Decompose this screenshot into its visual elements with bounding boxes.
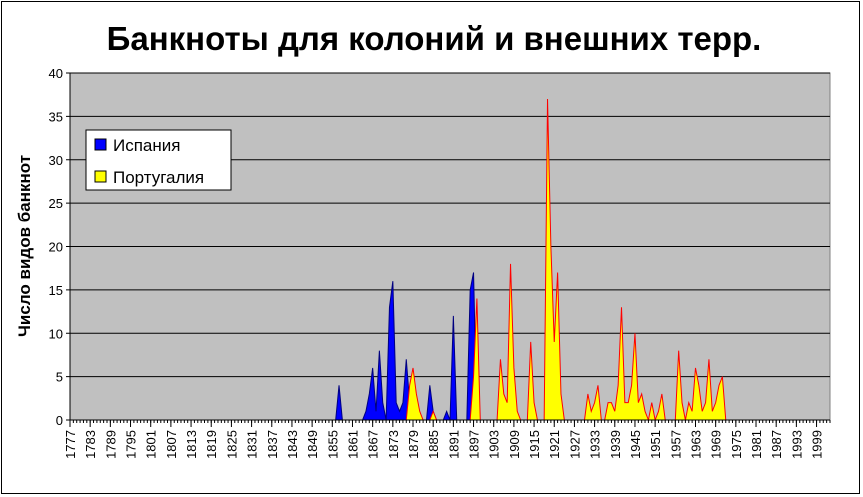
x-tick-label-35: 1987 — [769, 430, 784, 459]
y-tick-label-5: 25 — [49, 196, 63, 211]
x-tick-label-15: 1867 — [366, 430, 381, 459]
x-tick-label-18: 1885 — [426, 430, 441, 459]
x-tick-label-29: 1951 — [648, 430, 663, 459]
legend-label-portugal: Португалия — [113, 168, 204, 187]
x-tick-label-32: 1969 — [709, 430, 724, 459]
legend-box — [85, 129, 232, 191]
x-tick-label-3: 1795 — [124, 430, 139, 459]
x-tick-label-17: 1879 — [406, 430, 421, 459]
series-line-0 — [335, 272, 478, 421]
x-tick-label-37: 1999 — [810, 430, 825, 459]
series-line-1 — [405, 99, 727, 422]
x-tick-label-16: 1873 — [386, 430, 401, 459]
y-tick-label-6: 30 — [49, 153, 63, 168]
x-tick-label-11: 1843 — [285, 430, 300, 459]
x-tick-label-22: 1909 — [507, 430, 522, 459]
x-tick-label-14: 1861 — [345, 430, 360, 459]
x-tick-label-34: 1981 — [749, 430, 764, 459]
x-tick-label-21: 1903 — [487, 430, 502, 459]
x-tick-label-33: 1975 — [729, 430, 744, 459]
y-tick-label-4: 20 — [49, 240, 63, 255]
axes: 0 5 10 15 20 25 30 35 40 1777 1783 1789 1795 1801 1807… — [49, 66, 831, 459]
legend: Испания Португалия — [85, 129, 232, 191]
y-tick-label-0: 0 — [56, 413, 63, 428]
x-tick-label-9: 1831 — [245, 430, 260, 459]
y-tick-label-3: 15 — [49, 283, 63, 298]
legend-label-spain: Испания — [113, 136, 180, 155]
x-tick-label-31: 1963 — [688, 430, 703, 459]
x-tick-label-24: 1921 — [547, 430, 562, 459]
x-tick-label-36: 1993 — [789, 430, 804, 459]
x-tick-label-10: 1837 — [265, 430, 280, 459]
x-tick-label-30: 1957 — [668, 430, 683, 459]
y-axis-label: Число видов банкнот — [15, 155, 34, 337]
x-tick-label-25: 1927 — [567, 430, 582, 459]
x-tick-label-26: 1933 — [588, 430, 603, 459]
grid-lines — [70, 72, 830, 378]
y-tick-label-7: 35 — [49, 109, 63, 124]
x-tick-label-27: 1939 — [608, 430, 623, 459]
x-tick-label-6: 1813 — [184, 430, 199, 459]
legend-swatch-portugal — [94, 170, 107, 183]
x-tick-label-5: 1807 — [164, 430, 179, 459]
x-tick-label-8: 1825 — [224, 430, 239, 459]
x-tick-label-12: 1849 — [305, 430, 320, 459]
x-tick-label-23: 1915 — [527, 430, 542, 459]
x-tick-label-4: 1801 — [144, 430, 159, 459]
x-tick-label-7: 1819 — [204, 430, 219, 459]
x-tick-label-19: 1891 — [446, 430, 461, 459]
x-tick-label-13: 1855 — [325, 430, 340, 459]
x-tick-label-1: 1783 — [83, 430, 98, 459]
x-tick-label-20: 1897 — [467, 430, 482, 459]
chart-title: Банкноты для колоний и внешних терр. — [107, 20, 762, 57]
series-layer — [335, 99, 727, 422]
y-tick-label-1: 5 — [56, 370, 63, 385]
x-tick-label-0: 1777 — [63, 430, 78, 459]
y-tick-label-8: 40 — [49, 66, 63, 81]
x-tick-label-28: 1945 — [628, 430, 643, 459]
x-tick-label-2: 1789 — [103, 430, 118, 459]
y-tick-label-2: 10 — [49, 326, 63, 341]
legend-swatch-spain — [94, 138, 107, 151]
